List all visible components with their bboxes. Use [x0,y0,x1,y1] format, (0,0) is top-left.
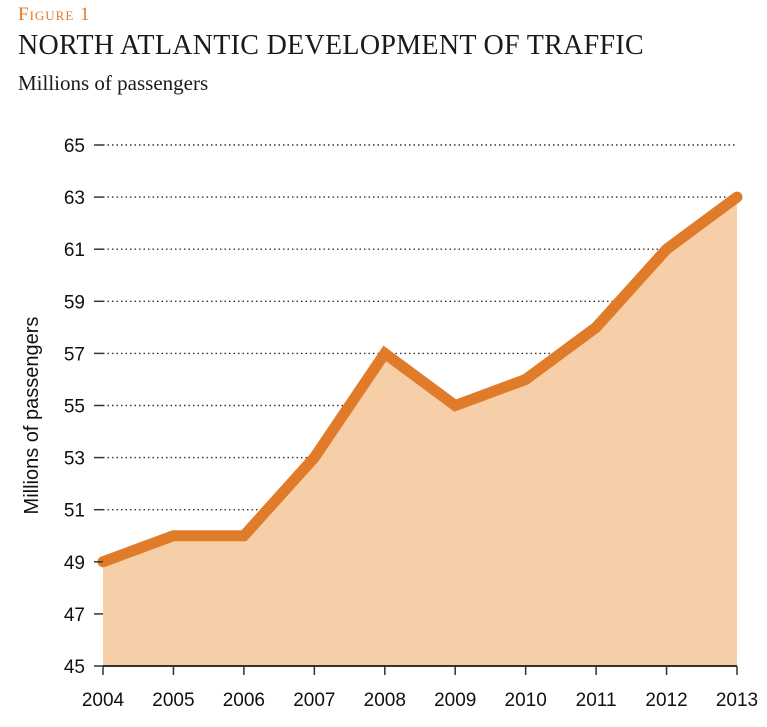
x-tick-label-2006: 2006 [223,690,265,711]
x-tick-label-2013: 2013 [716,690,758,711]
data-point-2010 [523,377,528,382]
figure-label: Figure 1 [18,4,91,25]
y-tick-label-57: 57 [64,344,85,365]
x-tick-label-2012: 2012 [645,690,687,711]
data-point-2006 [241,533,246,538]
y-tick-label-55: 55 [64,397,85,418]
x-tick-label-2009: 2009 [434,690,476,711]
data-point-2011 [594,325,599,330]
chart-title: NORTH ATLANTIC DEVELOPMENT OF TRAFFIC [18,30,644,61]
x-tick-label-2007: 2007 [293,690,335,711]
y-axis-title: Millions of passengers [21,317,43,515]
x-tick-label-2004: 2004 [82,690,125,711]
y-tick-label-47: 47 [64,605,85,626]
data-point-2005 [171,533,176,538]
y-tick-label-65: 65 [64,136,85,157]
area-layer [97,191,743,666]
series-line [97,191,743,568]
x-tick-label-2011: 2011 [576,690,617,711]
y-tick-label-45: 45 [64,657,85,678]
chart-subtitle: Millions of passengers [18,71,209,95]
x-tick-label-2005: 2005 [152,690,194,711]
y-tick-label-49: 49 [64,553,85,574]
data-point-2009 [453,403,458,408]
x-tick-label-2010: 2010 [505,690,547,711]
y-tick-label-59: 59 [64,292,85,313]
data-point-2008 [382,351,387,356]
axes [94,144,738,675]
data-point-2012 [664,247,669,252]
y-tick-label-53: 53 [64,449,85,470]
x-tick-label-2008: 2008 [364,690,406,711]
area-fill [103,197,737,666]
y-tick-label-51: 51 [64,501,85,522]
data-point-2007 [312,455,317,460]
tick-labels: 45 47 49 51 53 55 57 59 61 63 65 2004 2005 2006 2007 20… [64,136,758,711]
data-point-2013 [735,195,739,200]
y-tick-label-63: 63 [64,188,85,209]
y-tick-label-61: 61 [64,240,85,261]
